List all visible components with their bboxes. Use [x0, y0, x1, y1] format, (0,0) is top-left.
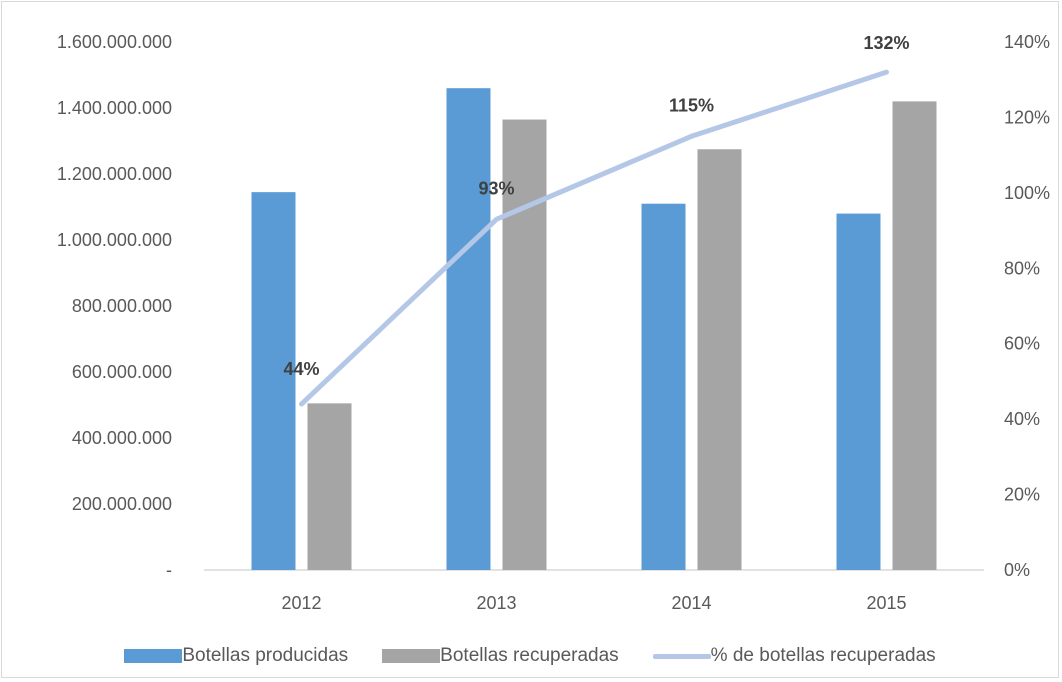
bar-recovered — [307, 403, 352, 570]
bars-group — [251, 88, 937, 571]
bar-produced — [836, 213, 881, 570]
right-tick-label: 40% — [1004, 409, 1040, 429]
legend-item-percent: % de botellas recuperadas — [652, 645, 936, 667]
legend-label-produced: Botellas producidas — [182, 645, 349, 666]
bar-recovered — [502, 119, 547, 571]
category-label: 2012 — [281, 593, 321, 613]
percent-data-label: 115% — [669, 95, 714, 115]
line-series-group — [299, 69, 889, 407]
right-tick-label: 60% — [1004, 334, 1040, 354]
left-tick-label: 200.000.000 — [72, 494, 172, 514]
right-tick-label: 80% — [1004, 258, 1040, 278]
legend: Botellas producidas Botellas recuperadas… — [2, 642, 1058, 670]
category-labels: 2012 2013 2014 2015 — [281, 593, 906, 613]
bar-recovered — [892, 101, 937, 571]
legend-item-recovered: Botellas recuperadas — [382, 645, 619, 667]
legend-label-recovered: Botellas recuperadas — [440, 645, 619, 666]
left-tick-label: 1.200.000.000 — [57, 164, 172, 184]
left-tick-label: 1.400.000.000 — [57, 98, 172, 118]
right-tick-label: 20% — [1004, 485, 1040, 505]
legend-label-percent: % de botellas recuperadas — [710, 645, 936, 666]
right-tick-label: 140% — [1004, 32, 1050, 52]
category-label: 2013 — [476, 593, 516, 613]
percent-data-label: 93% — [478, 178, 514, 198]
percent-data-label: 132% — [863, 33, 909, 53]
left-tick-label: 800.000.000 — [72, 296, 172, 316]
right-axis-ticks: 0% 20% 40% 60% 80% 100% 120% 140% — [1004, 32, 1050, 580]
category-label: 2014 — [671, 593, 711, 613]
left-axis-ticks: - 200.000.000 400.000.000 600.000.000 800.00… — [57, 32, 172, 580]
left-tick-label: 1.000.000.000 — [57, 230, 172, 250]
percent-data-label: 44% — [283, 359, 319, 379]
legend-item-produced: Botellas producidas — [124, 645, 348, 667]
category-label: 2015 — [866, 593, 906, 613]
right-tick-label: 0% — [1004, 560, 1030, 580]
right-tick-label: 100% — [1004, 183, 1050, 203]
left-tick-label: 400.000.000 — [72, 428, 172, 448]
percent-line — [299, 69, 889, 407]
bar-produced — [251, 192, 296, 570]
data-labels: 44% 93% 115% 132% — [283, 33, 909, 379]
legend-swatch-produced — [124, 649, 183, 663]
left-tick-label: 600.000.000 — [72, 362, 172, 382]
bar-recovered — [697, 149, 742, 570]
legend-swatch-recovered — [382, 649, 441, 663]
legend-swatch-percent — [652, 653, 711, 659]
bar-produced — [446, 88, 491, 570]
left-tick-label: 1.600.000.000 — [57, 32, 172, 52]
right-tick-label: 120% — [1004, 107, 1050, 127]
bar-produced — [641, 203, 686, 570]
left-tick-label: - — [166, 560, 172, 580]
